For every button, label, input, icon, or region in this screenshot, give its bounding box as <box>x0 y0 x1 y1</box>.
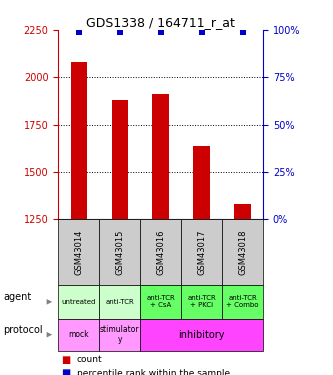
Bar <box>234 204 251 219</box>
Bar <box>193 146 210 219</box>
Text: GSM43018: GSM43018 <box>238 230 247 275</box>
Bar <box>112 100 128 219</box>
Text: ■: ■ <box>62 355 71 364</box>
Text: protocol: protocol <box>3 325 43 335</box>
Text: inhibitory: inhibitory <box>178 330 225 340</box>
Text: GSM43014: GSM43014 <box>74 230 83 275</box>
Text: count: count <box>77 355 102 364</box>
Text: anti-TCR
+ Combo: anti-TCR + Combo <box>226 296 259 308</box>
Text: stimulator
y: stimulator y <box>100 325 140 344</box>
Text: anti-TCR
+ PKCi: anti-TCR + PKCi <box>187 296 216 308</box>
Bar <box>153 94 169 219</box>
Text: GSM43015: GSM43015 <box>115 230 124 275</box>
Text: percentile rank within the sample: percentile rank within the sample <box>77 369 230 375</box>
Text: ■: ■ <box>62 368 71 375</box>
Text: anti-TCR: anti-TCR <box>105 299 134 305</box>
Text: mock: mock <box>69 330 89 339</box>
Bar <box>71 62 87 219</box>
Text: GSM43016: GSM43016 <box>156 230 165 275</box>
Title: GDS1338 / 164711_r_at: GDS1338 / 164711_r_at <box>86 16 235 29</box>
Text: anti-TCR
+ CsA: anti-TCR + CsA <box>146 296 175 308</box>
Text: GSM43017: GSM43017 <box>197 230 206 275</box>
Text: untreated: untreated <box>62 299 96 305</box>
Text: agent: agent <box>3 292 32 302</box>
